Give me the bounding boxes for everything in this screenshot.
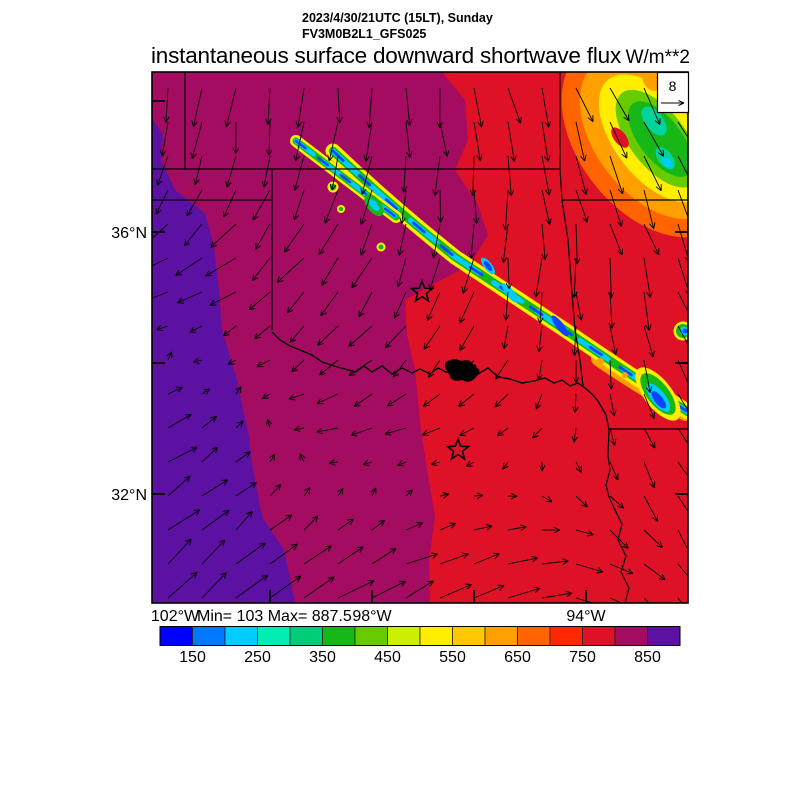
colorbar-cell — [289, 626, 323, 646]
colorbar-cell — [419, 626, 453, 646]
wind-arrows — [152, 87, 688, 603]
colorbar-tick-label: 150 — [179, 649, 206, 666]
units-label: W/m**2 — [626, 47, 690, 68]
colorbar-cell — [322, 626, 356, 646]
wind-reference-arrow-icon — [661, 100, 685, 106]
map-frame — [151, 71, 689, 604]
cloud-band-blobs — [327, 181, 688, 421]
colorbar-cell — [159, 626, 193, 646]
colorbar-cell — [614, 626, 648, 646]
colorbar-cell — [452, 626, 486, 646]
lat-label-36n: 36°N — [111, 225, 147, 242]
colorbar-tick-label: 550 — [439, 649, 466, 666]
lon-label-98w: 98°W — [352, 608, 392, 625]
colorbar-tick-label: 250 — [244, 649, 271, 666]
wind-arrow-glyphs — [152, 87, 688, 603]
header-datetime: 2023/4/30/21UTC (15LT), Sunday — [302, 11, 493, 25]
lon-label-102w: 102°W — [151, 608, 200, 625]
colorbar-tick-label: 350 — [309, 649, 336, 666]
colorbar-cell — [192, 626, 226, 646]
colorbar-cell — [549, 626, 583, 646]
colorbar-tick-label: 450 — [374, 649, 401, 666]
lon-label-94w: 94°W — [566, 608, 606, 625]
colorbar-tick-label: 850 — [634, 649, 661, 666]
map-area — [152, 72, 688, 603]
header-model-id: FV3M0B2L1_GFS025 — [302, 27, 426, 41]
wind-reference-value: 8 — [669, 78, 677, 94]
red-river — [271, 331, 607, 416]
plot-title: instantaneous surface downward shortwave… — [151, 43, 622, 68]
lat-label-32n: 32°N — [111, 487, 147, 504]
colorbar-cell — [582, 626, 616, 646]
colorbar-tick-label: 650 — [504, 649, 531, 666]
colorbar-cell — [354, 626, 388, 646]
minmax-label: Min= 103 Max= 887.5 — [197, 608, 352, 625]
colorbar-cell — [257, 626, 291, 646]
colorbar-cell — [224, 626, 258, 646]
small-lake — [471, 364, 477, 370]
colorbar-cell — [647, 626, 681, 646]
colorbar: 150 250 350 450 550 650 750 850 — [159, 626, 681, 666]
state-borders — [152, 72, 688, 603]
wind-reference-box: 8 — [656, 71, 690, 114]
colorbar-cell — [517, 626, 551, 646]
colorbar-cell — [484, 626, 518, 646]
colorbar-cell — [387, 626, 421, 646]
colorbar-tick-label: 750 — [569, 649, 596, 666]
colorbar-frame — [159, 626, 681, 646]
